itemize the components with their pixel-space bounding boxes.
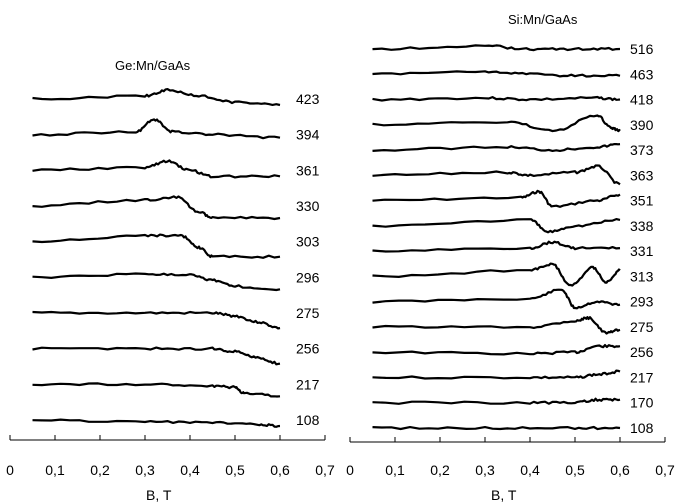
x-tick-label: 0,5	[565, 462, 585, 478]
left-x-ticks: 0 0,1 0,2 0,3 0,4 0,5 0,6 0,7	[6, 435, 335, 478]
series-line-351	[372, 189, 621, 208]
series-label-313: 313	[630, 268, 654, 284]
left-curves	[32, 88, 281, 428]
series-line-108	[372, 425, 621, 431]
x-tick-label: 0,4	[520, 462, 540, 478]
series-line-331	[372, 240, 621, 253]
series-label-363: 363	[630, 167, 654, 183]
series-label-108: 108	[296, 412, 320, 428]
series-label-296: 296	[296, 269, 320, 285]
x-tick-label: 0,3	[475, 462, 495, 478]
left-panel: Ge:Mn/GaAs 423 394 361 330 303 296 275 256 217 10…	[6, 58, 335, 503]
series-label-361: 361	[296, 162, 320, 178]
series-label-256: 256	[296, 341, 320, 357]
series-label-516: 516	[630, 41, 654, 57]
series-line-275	[372, 316, 621, 335]
series-label-390: 390	[630, 117, 654, 133]
series-label-217: 217	[630, 370, 654, 386]
right-chart-title: Si:Mn/GaAs	[508, 12, 578, 27]
series-label-303: 303	[296, 234, 320, 250]
series-line-390	[372, 114, 621, 133]
x-tick-label: 0,1	[385, 462, 405, 478]
series-line-303	[32, 233, 281, 259]
x-tick-label: 0,6	[610, 462, 630, 478]
series-label-217: 217	[296, 376, 320, 392]
series-line-338	[372, 218, 621, 234]
series-label-394: 394	[296, 127, 320, 143]
x-tick-label: 0,7	[655, 462, 675, 478]
right-x-axis-label: B, T	[491, 487, 517, 503]
x-tick-label: 0,6	[270, 462, 290, 478]
series-label-463: 463	[630, 66, 654, 82]
series-label-351: 351	[630, 193, 654, 209]
x-tick-label: 0	[346, 462, 354, 478]
series-line-361	[32, 159, 281, 179]
series-label-293: 293	[630, 294, 654, 310]
series-label-423: 423	[296, 91, 320, 107]
left-series-labels: 423 394 361 330 303 296 275 256 217 108	[296, 91, 320, 428]
x-tick-label: 0,5	[225, 462, 245, 478]
x-tick-label: 0	[6, 462, 14, 478]
series-label-418: 418	[630, 92, 654, 108]
x-tick-label: 0,2	[430, 462, 450, 478]
right-series-labels: 516 463 418 390 373 363 351 338 331 313 293 275 256 2…	[630, 41, 654, 436]
series-line-423	[32, 88, 281, 107]
series-line-108	[32, 418, 281, 428]
series-line-256	[372, 344, 621, 356]
series-line-463	[372, 70, 621, 78]
series-label-275: 275	[296, 305, 320, 321]
series-label-275: 275	[630, 319, 654, 335]
series-line-296	[32, 272, 281, 292]
series-line-516	[372, 44, 621, 52]
series-line-170	[372, 397, 621, 405]
series-line-418	[372, 95, 621, 102]
x-tick-label: 0,3	[135, 462, 155, 478]
series-line-293	[372, 288, 621, 310]
left-x-axis-label: B, T	[146, 487, 172, 503]
series-label-338: 338	[630, 218, 654, 234]
series-label-330: 330	[296, 198, 320, 214]
x-tick-label: 0,2	[90, 462, 110, 478]
series-label-256: 256	[630, 344, 654, 360]
series-line-373	[372, 143, 621, 152]
right-curves	[372, 44, 621, 431]
series-line-330	[32, 195, 281, 221]
series-line-275	[32, 310, 281, 330]
series-label-108: 108	[630, 420, 654, 436]
series-line-394	[32, 118, 281, 140]
x-tick-label: 0,7	[315, 462, 335, 478]
series-line-217	[372, 369, 621, 380]
series-label-331: 331	[630, 243, 654, 259]
x-tick-label: 0,4	[180, 462, 200, 478]
series-label-373: 373	[630, 142, 654, 158]
right-x-ticks: 0 0,1 0,2 0,3 0,4 0,5 0,6 0,7	[346, 437, 675, 478]
x-tick-label: 0,1	[45, 462, 65, 478]
right-panel: Si:Mn/GaAs 516 463 418 390 373 363 351 338 331 31…	[346, 12, 675, 503]
series-line-363	[372, 164, 621, 186]
series-label-170: 170	[630, 395, 654, 411]
series-line-313	[372, 262, 621, 287]
series-line-256	[32, 346, 281, 366]
series-line-217	[32, 382, 281, 398]
left-chart-title: Ge:Mn/GaAs	[115, 58, 191, 73]
